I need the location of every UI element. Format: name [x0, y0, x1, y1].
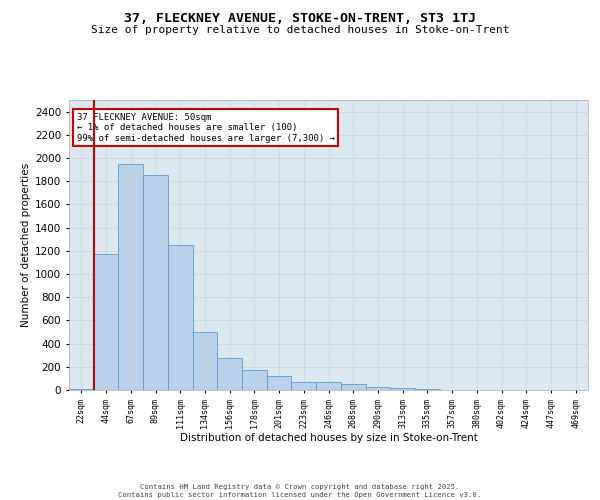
Text: 37, FLECKNEY AVENUE, STOKE-ON-TRENT, ST3 1TJ: 37, FLECKNEY AVENUE, STOKE-ON-TRENT, ST3…: [124, 12, 476, 26]
Bar: [118, 164, 143, 390]
Text: Size of property relative to detached houses in Stoke-on-Trent: Size of property relative to detached ho…: [91, 25, 509, 35]
Bar: [242, 370, 267, 390]
Bar: [365, 386, 390, 390]
Bar: [143, 176, 168, 390]
Bar: [94, 254, 118, 390]
Bar: [292, 382, 316, 390]
X-axis label: Distribution of detached houses by size in Stoke-on-Trent: Distribution of detached houses by size …: [179, 433, 478, 443]
Text: 37 FLECKNEY AVENUE: 50sqm
← 1% of detached houses are smaller (100)
99% of semi-: 37 FLECKNEY AVENUE: 50sqm ← 1% of detach…: [77, 113, 335, 143]
Bar: [193, 332, 217, 390]
Bar: [217, 358, 242, 390]
Bar: [168, 245, 193, 390]
Y-axis label: Number of detached properties: Number of detached properties: [21, 163, 31, 327]
Bar: [316, 382, 341, 390]
Text: Contains HM Land Registry data © Crown copyright and database right 2025.
Contai: Contains HM Land Registry data © Crown c…: [118, 484, 482, 498]
Bar: [341, 384, 365, 390]
Bar: [267, 376, 292, 390]
Bar: [390, 388, 415, 390]
